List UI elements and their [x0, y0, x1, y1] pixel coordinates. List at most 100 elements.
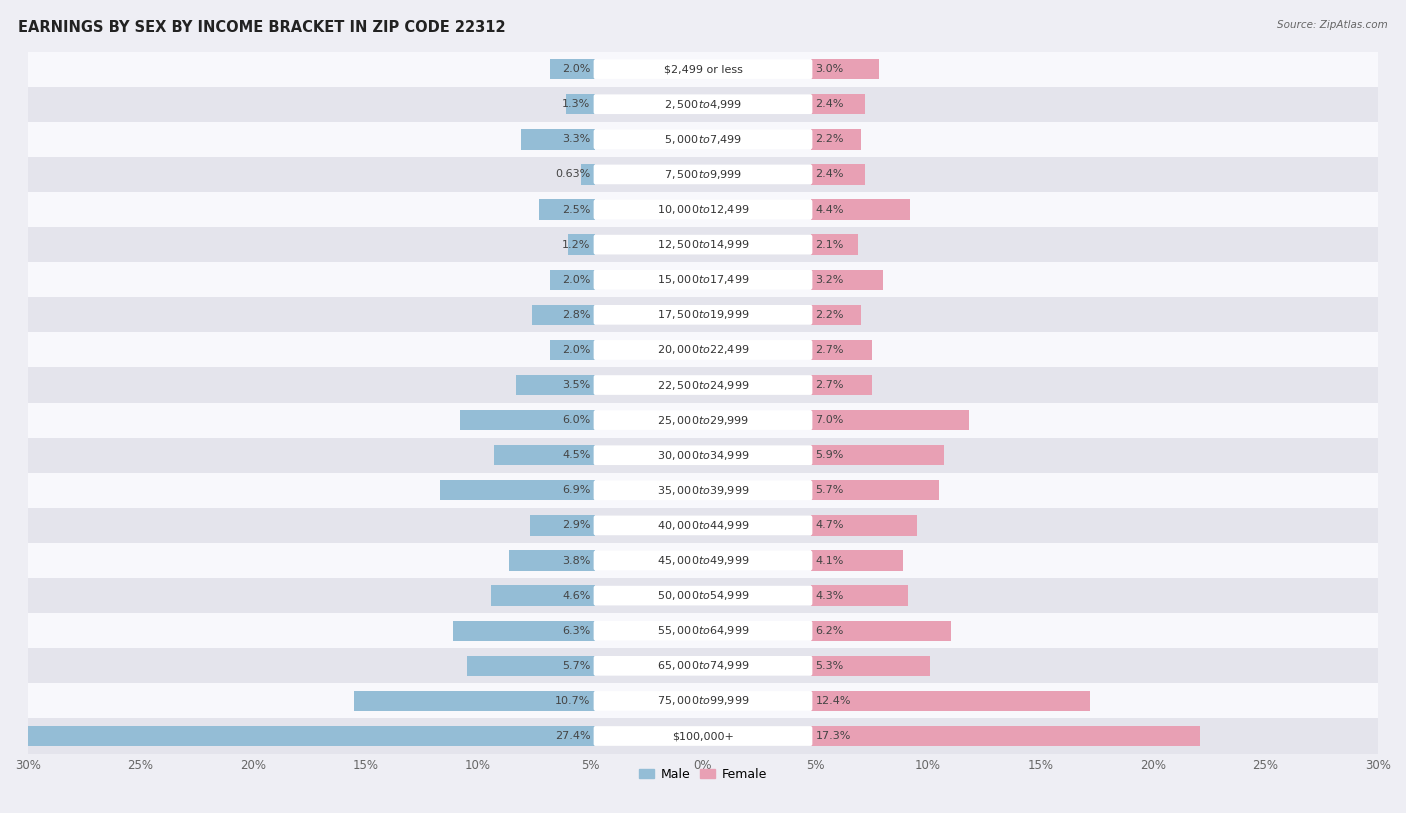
Text: 5.9%: 5.9%: [815, 450, 844, 460]
FancyBboxPatch shape: [593, 621, 813, 641]
Bar: [811, 129, 860, 150]
FancyBboxPatch shape: [593, 586, 813, 606]
Bar: [28, 262, 1378, 298]
Text: $100,000+: $100,000+: [672, 731, 734, 741]
Text: 6.3%: 6.3%: [562, 626, 591, 636]
Text: 2.9%: 2.9%: [562, 520, 591, 530]
Bar: [550, 270, 595, 290]
Bar: [0, 726, 595, 746]
Bar: [550, 340, 595, 360]
Bar: [811, 234, 858, 254]
Bar: [811, 59, 879, 80]
Text: 6.0%: 6.0%: [562, 415, 591, 425]
FancyBboxPatch shape: [593, 235, 813, 254]
Text: Source: ZipAtlas.com: Source: ZipAtlas.com: [1277, 20, 1388, 30]
FancyBboxPatch shape: [593, 656, 813, 676]
Text: 2.2%: 2.2%: [815, 134, 844, 145]
Bar: [565, 94, 595, 115]
Bar: [516, 375, 595, 395]
FancyBboxPatch shape: [593, 375, 813, 395]
FancyBboxPatch shape: [593, 446, 813, 465]
Text: 4.7%: 4.7%: [815, 520, 844, 530]
Bar: [811, 305, 860, 325]
Bar: [28, 543, 1378, 578]
Bar: [28, 333, 1378, 367]
Text: 2.0%: 2.0%: [562, 64, 591, 74]
Text: 12.4%: 12.4%: [815, 696, 851, 706]
Text: $22,500 to $24,999: $22,500 to $24,999: [657, 379, 749, 392]
Text: $35,000 to $39,999: $35,000 to $39,999: [657, 484, 749, 497]
Text: $25,000 to $29,999: $25,000 to $29,999: [657, 414, 749, 427]
Bar: [811, 340, 872, 360]
Text: 7.0%: 7.0%: [815, 415, 844, 425]
FancyBboxPatch shape: [593, 305, 813, 324]
FancyBboxPatch shape: [593, 480, 813, 500]
Text: 10.7%: 10.7%: [555, 696, 591, 706]
Text: 2.1%: 2.1%: [815, 240, 844, 250]
Bar: [467, 655, 595, 676]
Bar: [811, 270, 883, 290]
Text: $75,000 to $99,999: $75,000 to $99,999: [657, 694, 749, 707]
Bar: [550, 59, 595, 80]
Bar: [28, 298, 1378, 333]
FancyBboxPatch shape: [593, 691, 813, 711]
Bar: [28, 473, 1378, 508]
Text: 2.2%: 2.2%: [815, 310, 844, 320]
Text: 4.6%: 4.6%: [562, 590, 591, 601]
Text: EARNINGS BY SEX BY INCOME BRACKET IN ZIP CODE 22312: EARNINGS BY SEX BY INCOME BRACKET IN ZIP…: [18, 20, 506, 35]
Bar: [538, 199, 595, 220]
Bar: [811, 691, 1090, 711]
Bar: [811, 199, 910, 220]
Bar: [811, 94, 865, 115]
Text: 2.0%: 2.0%: [562, 345, 591, 355]
Bar: [531, 305, 595, 325]
Text: 3.2%: 3.2%: [815, 275, 844, 285]
Bar: [28, 227, 1378, 262]
Bar: [492, 585, 595, 606]
Bar: [28, 122, 1378, 157]
Text: 2.7%: 2.7%: [815, 380, 844, 390]
Text: $17,500 to $19,999: $17,500 to $19,999: [657, 308, 749, 321]
Bar: [494, 445, 595, 465]
Bar: [811, 550, 903, 571]
Bar: [811, 585, 908, 606]
Text: 2.4%: 2.4%: [815, 99, 844, 109]
Text: $10,000 to $12,499: $10,000 to $12,499: [657, 203, 749, 216]
Text: $40,000 to $44,999: $40,000 to $44,999: [657, 519, 749, 532]
Bar: [811, 410, 969, 430]
Bar: [28, 402, 1378, 437]
Bar: [811, 164, 865, 185]
Text: $50,000 to $54,999: $50,000 to $54,999: [657, 589, 749, 602]
FancyBboxPatch shape: [593, 515, 813, 535]
Bar: [811, 620, 950, 641]
FancyBboxPatch shape: [593, 726, 813, 746]
Bar: [581, 164, 595, 185]
Text: $65,000 to $74,999: $65,000 to $74,999: [657, 659, 749, 672]
Text: 3.8%: 3.8%: [562, 555, 591, 566]
Text: 4.5%: 4.5%: [562, 450, 591, 460]
Text: $12,500 to $14,999: $12,500 to $14,999: [657, 238, 749, 251]
Text: 6.2%: 6.2%: [815, 626, 844, 636]
Bar: [811, 480, 939, 501]
Text: 0.63%: 0.63%: [555, 169, 591, 180]
Text: 2.5%: 2.5%: [562, 205, 591, 215]
Legend: Male, Female: Male, Female: [634, 763, 772, 786]
FancyBboxPatch shape: [593, 129, 813, 149]
Bar: [811, 655, 931, 676]
Bar: [509, 550, 595, 571]
Bar: [811, 726, 1201, 746]
Text: 4.1%: 4.1%: [815, 555, 844, 566]
Bar: [460, 410, 595, 430]
Text: $2,500 to $4,999: $2,500 to $4,999: [664, 98, 742, 111]
Bar: [811, 515, 917, 536]
Text: $7,500 to $9,999: $7,500 to $9,999: [664, 168, 742, 181]
Text: 5.7%: 5.7%: [562, 661, 591, 671]
FancyBboxPatch shape: [593, 94, 813, 114]
Text: 2.4%: 2.4%: [815, 169, 844, 180]
Bar: [28, 578, 1378, 613]
FancyBboxPatch shape: [593, 200, 813, 220]
FancyBboxPatch shape: [593, 164, 813, 185]
Bar: [440, 480, 595, 501]
Text: 27.4%: 27.4%: [555, 731, 591, 741]
Text: 4.4%: 4.4%: [815, 205, 844, 215]
